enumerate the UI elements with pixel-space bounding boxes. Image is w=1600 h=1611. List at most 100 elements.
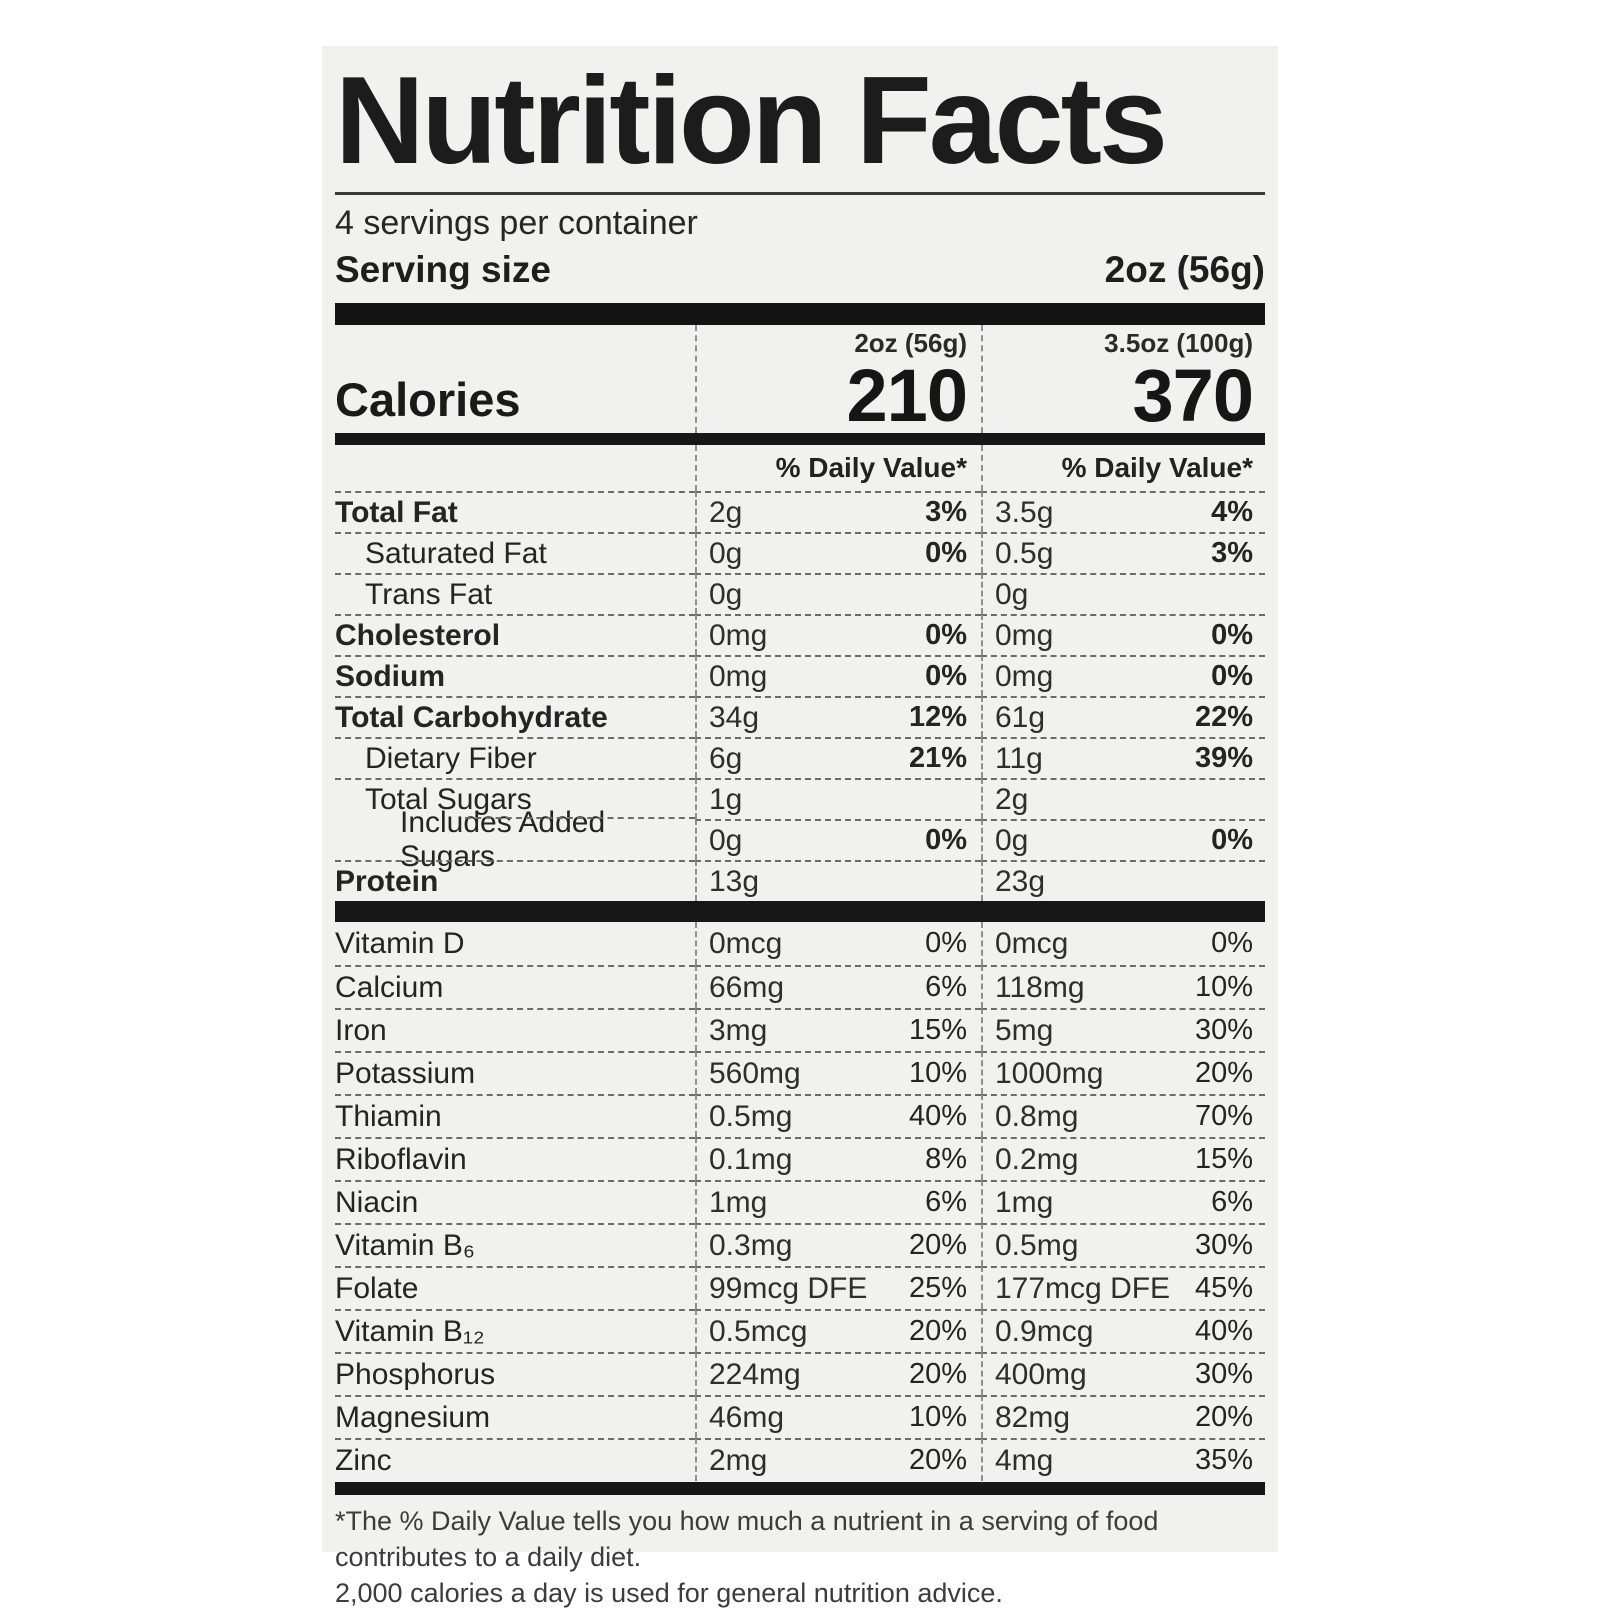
nutrient-daily-value: 0% [1211, 619, 1253, 652]
value-cell-2oz: 0mg 0% [695, 614, 981, 656]
nutrient-daily-value: 3% [1211, 537, 1253, 570]
nutrient-amount: 82mg [995, 1400, 1071, 1434]
nutrient-daily-value: 70% [1194, 1100, 1253, 1133]
value-cell-2oz: 0.5mg 40% [695, 1094, 981, 1138]
nutrient-amount: 2g [709, 495, 743, 529]
value-cell-3p5oz: 0g [981, 573, 1265, 615]
nutrient-name-cell: Vitamin B₆ [335, 1223, 695, 1266]
nutrient-daily-value: 20% [908, 1358, 967, 1391]
nutrient-amount: 0mg [709, 659, 768, 693]
nutrient-amount: 5mg [995, 1013, 1054, 1047]
nutrient-amount: 66mg [709, 970, 785, 1004]
nutrient-name-cell: Potassium [335, 1051, 695, 1094]
nutrient-daily-value: 0% [925, 927, 967, 960]
nutrient-name-cell: Total Carbohydrate [335, 696, 695, 737]
nutrient-daily-value: 0% [925, 660, 967, 693]
nutrient-daily-value: 21% [908, 742, 967, 775]
value-cell-3p5oz: 0mg 0% [981, 614, 1265, 656]
nutrient-amount: 46mg [709, 1400, 785, 1434]
nutrient-amount: 560mg [709, 1056, 801, 1090]
nutrient-daily-value: 3% [925, 496, 967, 529]
nutrient-amount: 0g [995, 577, 1029, 611]
nutrient-name: Riboflavin [335, 1142, 467, 1176]
nutrient-daily-value: 0% [1211, 660, 1253, 693]
daily-value-header-row: % Daily Value* % Daily Value* [335, 445, 1265, 492]
nutrient-name: Dietary Fiber [365, 741, 537, 775]
value-cell-3p5oz: 0.5mg 30% [981, 1223, 1265, 1267]
nutrient-daily-value: 12% [908, 701, 967, 734]
calories-label: Calories [335, 373, 521, 427]
nutrient-name: Niacin [335, 1185, 419, 1219]
nutrient-amount: 99mcg DFE [709, 1271, 868, 1305]
nutrient-name: Total Carbohydrate [335, 700, 608, 734]
value-cell-3p5oz: 4mg 35% [981, 1438, 1265, 1482]
calories-value-3p5oz: 370 [1132, 354, 1254, 438]
nutrient-daily-value: 4% [1211, 496, 1253, 529]
nutrient-daily-value: 35% [1194, 1444, 1253, 1477]
value-cell-3p5oz: 177mcg DFE 45% [981, 1266, 1265, 1310]
nutrient-amount: 0mcg [995, 926, 1069, 960]
value-cell-2oz: 1g [695, 778, 981, 820]
nutrient-daily-value: 10% [908, 1057, 967, 1090]
nutrient-amount: 0.5mg [709, 1099, 793, 1133]
nutrient-amount: 0.5mg [995, 1228, 1079, 1262]
nutrient-daily-value: 22% [1194, 701, 1253, 734]
table-row: Niacin 1mg 6% 1mg 6% [335, 1180, 1265, 1224]
column-header-3p5oz: 3.5oz (100g) [1104, 328, 1253, 359]
nutrient-daily-value: 0% [925, 537, 967, 570]
nutrient-amount: 0.8mg [995, 1099, 1079, 1133]
footnote-line-1: *The % Daily Value tells you how much a … [335, 1506, 1159, 1573]
value-cell-3p5oz: 23g [981, 860, 1265, 902]
nutrient-name-cell: Niacin [335, 1180, 695, 1223]
nutrient-daily-value: 20% [1194, 1057, 1253, 1090]
nutrient-name: Total Sugars [365, 782, 532, 816]
nutrient-name-cell: Calcium [335, 965, 695, 1008]
nutrient-amount: 400mg [995, 1357, 1087, 1391]
bar-segment [695, 433, 981, 446]
nutrient-daily-value: 40% [1194, 1315, 1253, 1348]
value-cell-3p5oz: 61g 22% [981, 696, 1265, 738]
value-cell-2oz: 0g [695, 573, 981, 615]
calories-column-3p5oz: 3.5oz (100g) 370 [981, 325, 1265, 438]
nutrient-amount: 0g [995, 823, 1029, 857]
value-cell-2oz: 2mg 20% [695, 1438, 981, 1482]
nutrient-amount: 61g [995, 700, 1046, 734]
value-cell-3p5oz: 0.5g 3% [981, 532, 1265, 574]
nutrient-amount: 118mg [995, 970, 1085, 1004]
value-cell-2oz: 0.3mg 20% [695, 1223, 981, 1267]
nutrient-daily-value: 0% [925, 619, 967, 652]
nutrient-daily-value: 0% [1211, 927, 1253, 960]
nutrient-name-cell: Includes Added Sugars [335, 806, 695, 873]
table-row: Potassium 560mg 10% 1000mg 20% [335, 1051, 1265, 1095]
footnote: *The % Daily Value tells you how much a … [335, 1495, 1265, 1611]
protein-divider-bar [335, 901, 1265, 923]
nutrient-name: Vitamin B₆ [335, 1228, 475, 1262]
nutrient-daily-value: 39% [1194, 742, 1253, 775]
nutrient-amount: 6g [709, 741, 743, 775]
nutrient-amount: 1g [709, 782, 743, 816]
title-rule [335, 192, 1265, 196]
table-row: Includes Added Sugars 0g 0% 0g 0% [335, 806, 1265, 873]
nutrient-name: Sodium [335, 659, 445, 693]
nutrient-name: Trans Fat [365, 577, 493, 611]
bar-segment [981, 433, 1265, 446]
bar-segment [335, 901, 695, 923]
value-cell-2oz: 0mcg 0% [695, 922, 981, 966]
nutrient-name-cell: Dietary Fiber [335, 737, 695, 778]
table-row: Calcium 66mg 6% 118mg 10% [335, 965, 1265, 1009]
nutrient-name-cell: Iron [335, 1008, 695, 1051]
table-row: Total Carbohydrate 34g 12% 61g 22% [335, 696, 1265, 738]
nutrient-name-cell: Saturated Fat [335, 532, 695, 573]
nutrient-name: Phosphorus [335, 1357, 496, 1391]
calories-value-2oz: 210 [846, 354, 968, 438]
nutrient-daily-value: 8% [925, 1143, 967, 1176]
value-cell-3p5oz: 400mg 30% [981, 1352, 1265, 1396]
nutrient-name: Cholesterol [335, 618, 501, 652]
nutrient-amount: 0g [709, 823, 743, 857]
nutrient-name-cell: Magnesium [335, 1395, 695, 1438]
value-cell-2oz: 13g [695, 860, 981, 902]
table-row: Thiamin 0.5mg 40% 0.8mg 70% [335, 1094, 1265, 1138]
value-cell-2oz: 1mg 6% [695, 1180, 981, 1224]
table-row: Vitamin D 0mcg 0% 0mcg 0% [335, 922, 1265, 966]
table-row: Folate 99mcg DFE 25% 177mcg DFE 45% [335, 1266, 1265, 1310]
